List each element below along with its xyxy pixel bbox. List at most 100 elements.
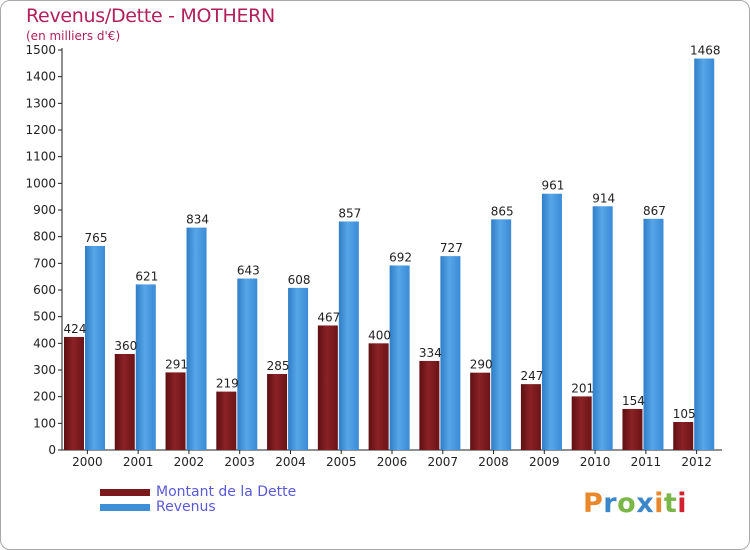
bar-debt-2006 [368,343,389,450]
value-label-revenus-2008: 865 [491,204,514,218]
bar-debt-2001 [114,354,135,450]
value-label-debt-2005: 467 [317,310,340,324]
value-label-revenus-2010: 914 [592,191,615,205]
legend-swatch-debt [100,489,150,496]
logo-letter: P [583,488,604,519]
bar-revenus-2003 [237,278,258,450]
bar-revenus-2002 [186,227,207,450]
value-label-debt-2009: 247 [520,369,543,383]
bar-debt-2003 [216,391,237,450]
value-label-revenus-2000: 765 [85,231,108,245]
x-tick-label: 2003 [224,455,255,469]
x-tick-label: 2006 [377,455,408,469]
x-tick-label: 2005 [326,455,357,469]
value-label-revenus-2009: 961 [541,179,564,193]
value-label-revenus-2012: 1468 [690,44,721,58]
y-tick-label: 400 [33,336,56,350]
y-tick-label: 600 [33,283,56,297]
y-tick-label: 500 [33,310,56,324]
x-tick-label: 2007 [427,455,458,469]
logo-letter: i [677,488,688,519]
bar-debt-2009 [520,384,541,450]
proxiti-logo: Proxiti [583,488,687,519]
bar-debt-2011 [622,408,643,450]
y-tick-label: 900 [33,203,56,217]
legend-label-debt: Montant de la Dette [156,484,297,500]
bar-revenus-2004 [288,287,309,450]
value-label-revenus-2006: 692 [389,250,412,264]
x-tick-label: 2011 [631,455,662,469]
chart-subtitle: (en milliers d'€) [26,29,121,43]
x-tick-label: 2008 [478,455,509,469]
legend-swatch-revenus [100,504,150,511]
x-tick-label: 2002 [174,455,205,469]
logo-letter: o [617,488,637,519]
value-label-debt-2007: 334 [419,346,442,360]
value-label-revenus-2001: 621 [135,269,158,283]
value-label-debt-2001: 360 [114,339,137,353]
x-tick-label: 2010 [580,455,611,469]
legend-label-revenus: Revenus [156,499,216,515]
bar-revenus-2001 [135,284,156,450]
y-tick-label: 800 [33,230,56,244]
bar-revenus-2011 [643,218,664,450]
bar-revenus-2008 [491,219,512,450]
y-tick-label: 1200 [25,123,56,137]
y-tick-label: 1300 [25,96,56,110]
bar-revenus-2009 [541,193,562,450]
bar-debt-2007 [419,360,440,450]
bar-revenus-2006 [389,265,410,450]
bar-debt-2010 [571,396,592,450]
bar-debt-2004 [267,374,288,450]
value-label-debt-2008: 290 [470,358,493,372]
value-label-debt-2003: 219 [216,377,239,391]
value-label-debt-2006: 400 [368,328,391,342]
y-tick-label: 1400 [25,70,56,84]
value-label-debt-2000: 424 [64,322,87,336]
bar-revenus-2000 [85,246,105,450]
y-tick-label: 1000 [25,176,56,190]
value-label-debt-2002: 291 [165,357,188,371]
bar-debt-2008 [470,372,491,450]
x-tick-label: 2009 [529,455,560,469]
value-label-debt-2004: 285 [267,359,290,373]
bar-debt-2002 [165,372,186,450]
logo-letter: x [636,488,655,519]
value-label-revenus-2003: 643 [237,264,260,278]
y-tick-label: 200 [33,390,56,404]
y-tick-label: 300 [33,363,56,377]
y-tick-label: 100 [33,416,56,430]
x-tick-label: 2000 [72,455,103,469]
y-tick-label: 1500 [25,43,56,57]
value-label-debt-2012: 105 [673,407,696,421]
bar-revenus-2005 [338,221,359,450]
axes: 0 100 200 300 400 500 600 700 800 900 1000 1100 1200… [25,43,722,469]
chart-title: Revenus/Dette - MOTHERN [26,5,275,27]
value-label-revenus-2005: 857 [338,206,361,220]
bar-revenus-2010 [592,206,613,450]
y-tick-label: 1100 [25,150,56,164]
bar-revenus-2012 [694,58,715,451]
bar-debt-2005 [317,325,338,450]
logo-letter: i [654,488,664,519]
value-labels: 424 765 360 621 291 834 219 643 285 608 467 857 400 6… [64,44,721,421]
bar-debt-2000 [64,336,84,450]
bar-revenus-2007 [440,256,461,450]
x-tick-label: 2004 [275,455,306,469]
bars [64,58,715,451]
value-label-revenus-2004: 608 [288,273,311,287]
value-label-revenus-2011: 867 [643,204,666,218]
bar-debt-2012 [673,422,694,450]
y-tick-label: 0 [48,443,56,457]
value-label-revenus-2002: 834 [186,213,209,227]
x-tick-label: 2001 [123,455,154,469]
logo-letter: r [603,488,618,519]
y-tick-label: 700 [33,256,56,270]
value-label-revenus-2007: 727 [440,241,463,255]
value-label-debt-2011: 154 [622,394,645,408]
value-label-debt-2010: 201 [571,381,594,395]
logo-letter: t [663,488,678,519]
x-tick-label: 2012 [681,455,712,469]
